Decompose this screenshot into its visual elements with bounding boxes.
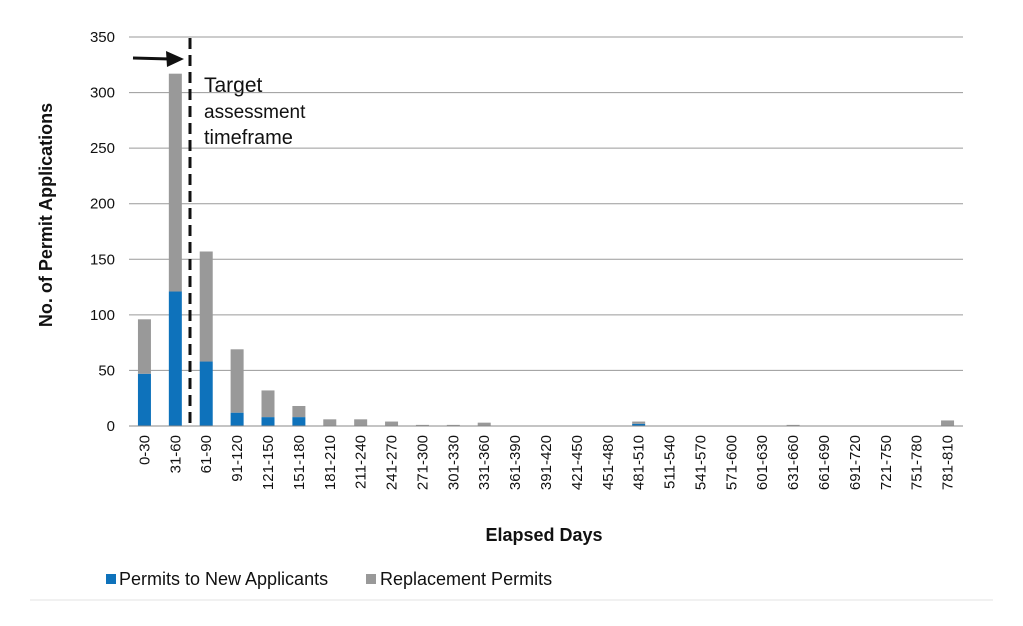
x-tick-label: 211-240 [353,435,370,489]
y-tick-label: 50 [98,362,115,379]
bar-replacement [385,421,399,426]
x-tick-label: 451-480 [600,435,617,490]
y-tick-label: 100 [90,307,115,324]
bar-new-applicants [632,423,646,426]
x-tick-label: 181-210 [322,435,339,490]
bar-replacement [632,421,646,424]
legend-swatch-new-applicants [106,574,116,584]
arrow-shaft [132,56,171,61]
y-tick-label: 200 [90,196,115,213]
y-tick-label: 350 [90,29,115,46]
x-tick-label: 691-720 [847,435,864,490]
annotation-line-1: Target [204,74,263,97]
y-tick-label: 250 [90,140,115,157]
x-tick-label: 391-420 [538,435,555,490]
y-tick-label: 150 [90,251,115,268]
x-tick-label: 61-90 [198,435,215,473]
bar-replacement [199,251,213,362]
bar-replacement [446,424,460,426]
y-tick-label: 300 [90,85,115,102]
x-tick-label: 151-180 [291,435,308,490]
bar-new-applicants [168,291,182,426]
annotation-line-2: assessment [204,102,306,123]
bar-replacement [415,424,429,426]
bars [137,73,955,426]
bar-replacement [354,419,368,426]
arrow-right-icon [166,51,184,67]
bar-new-applicants [230,412,244,426]
x-tick-label: 571-600 [723,435,740,490]
legend-swatch-replacement [366,574,376,584]
annotation-line-3: timeframe [204,127,293,149]
bar-replacement [261,390,275,418]
x-tick-labels: 0-30 31-60 61-90 91-120 121-150 151-180 181-21… [136,435,956,490]
bar-replacement [941,420,955,426]
x-axis-title: Elapsed Days [485,525,602,545]
bar-new-applicants [292,417,306,426]
x-tick-label: 31-60 [167,435,184,473]
x-tick-label: 511-540 [662,435,679,489]
x-tick-label: 121-150 [260,435,277,490]
bar-replacement [137,319,151,374]
bar-replacement [477,422,491,426]
bar-new-applicants [261,417,275,426]
bar-replacement [323,419,337,426]
x-tick-label: 331-360 [476,435,493,490]
x-tick-label: 421-450 [569,435,586,490]
y-tick-label: 0 [107,418,115,435]
gridlines [129,36,963,371]
y-axis-title: No. of Permit Applications [36,103,56,327]
legend-label-replacement: Replacement Permits [380,569,552,589]
legend-label-new-applicants: Permits to New Applicants [119,569,328,589]
x-tick-label: 0-30 [136,435,153,465]
x-tick-label: 91-120 [229,435,246,482]
bar-replacement [786,424,800,426]
bar-new-applicants [199,361,213,426]
x-tick-label: 781-810 [940,435,957,490]
x-tick-label: 541-570 [692,435,709,490]
x-tick-label: 601-630 [754,435,771,490]
y-tick-labels: 0 50 100 150 200 250 300 350 [90,29,115,435]
x-tick-label: 361-390 [507,435,524,490]
x-tick-label: 241-270 [384,435,401,490]
bar-replacement [230,349,244,413]
x-tick-label: 751-780 [909,435,926,490]
bar-new-applicants [137,373,151,426]
x-tick-label: 721-750 [878,435,895,490]
x-tick-label: 481-510 [631,435,648,490]
x-tick-label: 271-300 [414,435,431,490]
x-tick-label: 301-330 [445,435,462,490]
bar-replacement [292,405,306,418]
x-tick-label: 631-660 [785,435,802,490]
x-tick-label: 661-690 [816,435,833,490]
bar-replacement [168,73,182,292]
